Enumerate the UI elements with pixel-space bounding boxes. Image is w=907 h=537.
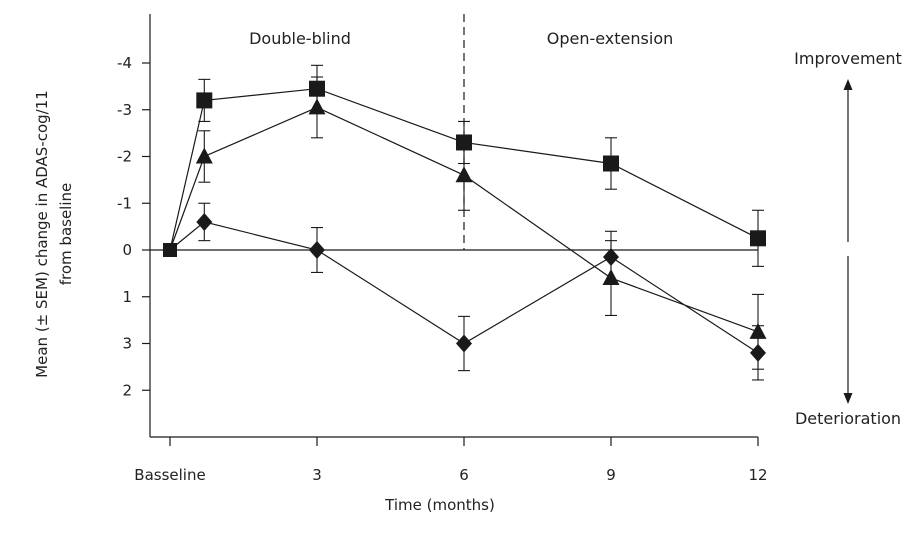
series-line-diamond — [169, 221, 759, 354]
series-diamond — [163, 202, 766, 381]
x-axis-ticks: Basseline 3 6 9 12 — [134, 437, 768, 484]
diamond-marker — [750, 343, 766, 362]
triangle-marker — [308, 98, 326, 115]
diamond-marker — [196, 212, 213, 231]
y-tick-label: -3 — [117, 101, 132, 119]
y-tick-label: -4 — [117, 54, 132, 72]
x-tick-label: 12 — [748, 466, 767, 484]
series-line-square — [169, 88, 759, 251]
series-triangle — [163, 76, 767, 370]
triangle-marker — [195, 147, 213, 164]
x-tick-label: Basseline — [134, 466, 205, 484]
x-tick-label: 6 — [459, 466, 469, 484]
series-line-triangle — [169, 106, 759, 333]
series-layer — [163, 64, 767, 381]
region-label-open-extension: Open-extension — [547, 29, 674, 48]
x-tick-label: 9 — [606, 466, 616, 484]
y-tick-label: 3 — [122, 335, 132, 353]
y-axis-title-line1: Mean (± SEM) change in ADAS-cog/11 — [33, 90, 51, 378]
y-tick-label: 2 — [122, 381, 132, 399]
y-tick-label: -1 — [117, 194, 132, 212]
axes — [149, 14, 758, 438]
x-axis-title: Time (months) — [384, 496, 495, 514]
square-marker — [750, 230, 766, 247]
triangle-marker — [455, 166, 473, 183]
y-tick-label: -2 — [117, 148, 132, 166]
baseline-marker — [163, 243, 177, 257]
y-axis-title-line2: from baseline — [57, 183, 75, 286]
region-label-double-blind: Double-blind — [249, 29, 351, 48]
y-tick-label: 0 — [122, 241, 132, 259]
square-marker — [196, 92, 213, 109]
square-marker — [603, 155, 619, 172]
diamond-marker — [603, 248, 619, 267]
deterioration-arrow — [843, 256, 853, 404]
x-tick-label: 3 — [312, 466, 322, 484]
diamond-marker — [309, 241, 325, 259]
diamond-marker — [456, 334, 472, 353]
improvement-label: Improvement — [794, 49, 902, 68]
y-axis-ticks: -4 -3 -2 -1 0 1 3 2 — [117, 54, 150, 399]
improvement-arrow — [843, 79, 853, 242]
deterioration-label: Deterioration — [795, 409, 901, 428]
y-tick-label: 1 — [122, 288, 132, 306]
